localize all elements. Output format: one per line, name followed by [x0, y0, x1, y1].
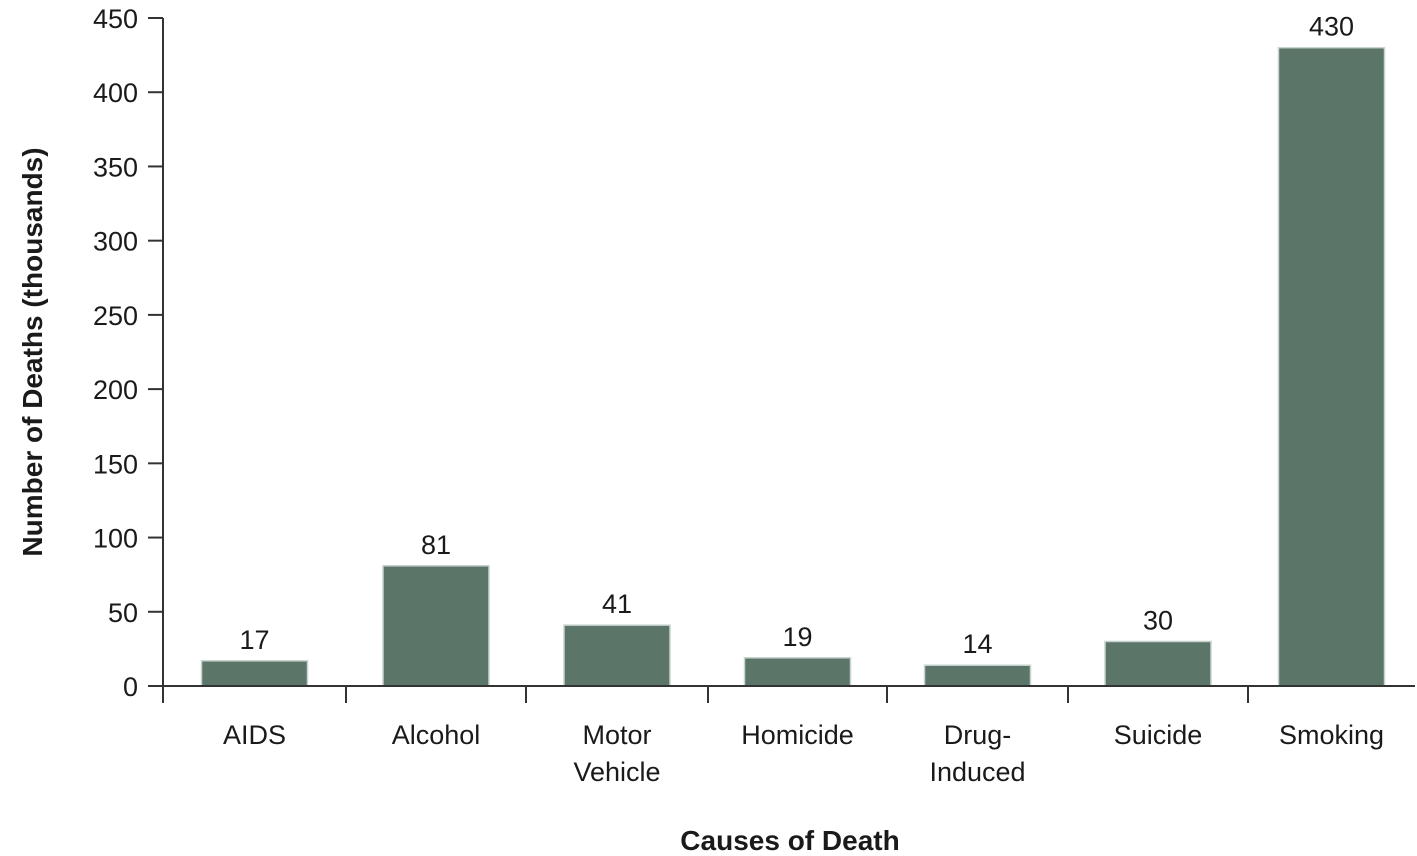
- y-tick-label: 450: [93, 4, 138, 34]
- value-label: 430: [1309, 12, 1354, 42]
- y-tick-label: 400: [93, 78, 138, 108]
- bar: [1104, 640, 1212, 687]
- y-tick-label: 100: [93, 524, 138, 554]
- x-ticks-group: [345, 686, 1249, 703]
- value-labels-group: 17 81 41 19 14 30 430: [239, 12, 1354, 660]
- y-tick-label: 150: [93, 449, 138, 479]
- value-label: 19: [782, 622, 812, 652]
- bar: [923, 664, 1032, 687]
- value-label: 41: [602, 589, 632, 619]
- category-labels-group: AIDS Alcohol Motor Vehicle Homicide Drug-Indu…: [223, 720, 1384, 787]
- y-tick-label: 0: [123, 672, 138, 702]
- bar: [382, 565, 490, 687]
- bar: [1277, 46, 1386, 687]
- y-tick-label: 300: [93, 227, 138, 257]
- y-axis-title: Number of Deaths (thousands): [17, 147, 48, 556]
- y-tick-label: 250: [93, 301, 138, 331]
- value-label: 14: [962, 629, 992, 659]
- value-label: 17: [239, 625, 269, 655]
- x-tick-label: Motor Vehicle: [573, 720, 660, 787]
- x-tick-label: Drug-Induced: [929, 720, 1025, 787]
- x-tick-label: Smoking: [1279, 720, 1384, 750]
- x-tick-label: Homicide: [741, 720, 854, 750]
- bars-group: [200, 46, 1386, 687]
- bar: [200, 660, 309, 687]
- y-tick-label: 200: [93, 375, 138, 405]
- bar: [743, 657, 852, 687]
- value-label: 30: [1143, 605, 1173, 635]
- value-label: 81: [421, 530, 451, 560]
- x-tick-label: Suicide: [1114, 720, 1203, 750]
- y-tick-label: 50: [108, 598, 138, 628]
- x-tick-label: AIDS: [223, 720, 286, 750]
- y-ticks-group: 0 50 100 150 200 250 300 350 400 450: [93, 4, 163, 702]
- x-tick-label: Alcohol: [392, 720, 481, 750]
- y-tick-label: 350: [93, 152, 138, 182]
- x-axis-title: Causes of Death: [680, 825, 899, 856]
- bar: [563, 624, 671, 687]
